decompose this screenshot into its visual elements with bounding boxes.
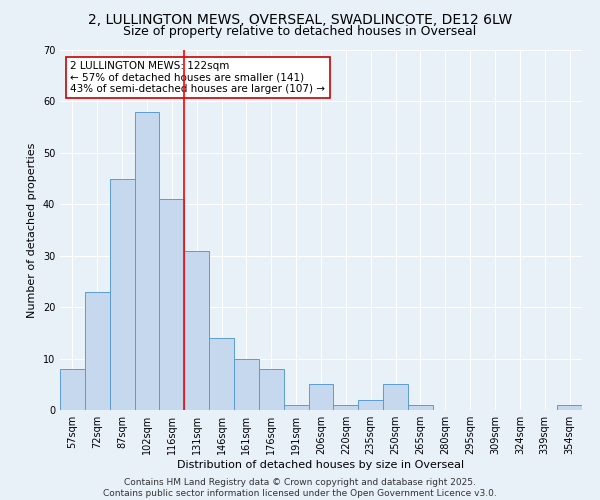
X-axis label: Distribution of detached houses by size in Overseal: Distribution of detached houses by size … xyxy=(178,460,464,470)
Bar xyxy=(234,358,259,410)
Bar xyxy=(60,369,85,410)
Bar xyxy=(383,384,408,410)
Y-axis label: Number of detached properties: Number of detached properties xyxy=(27,142,37,318)
Bar xyxy=(408,405,433,410)
Bar xyxy=(284,405,308,410)
Bar xyxy=(85,292,110,410)
Bar xyxy=(358,400,383,410)
Bar xyxy=(209,338,234,410)
Bar xyxy=(160,199,184,410)
Bar xyxy=(334,405,358,410)
Bar xyxy=(557,405,582,410)
Bar xyxy=(134,112,160,410)
Bar xyxy=(308,384,334,410)
Bar xyxy=(110,178,134,410)
Text: 2, LULLINGTON MEWS, OVERSEAL, SWADLINCOTE, DE12 6LW: 2, LULLINGTON MEWS, OVERSEAL, SWADLINCOT… xyxy=(88,12,512,26)
Text: Size of property relative to detached houses in Overseal: Size of property relative to detached ho… xyxy=(124,25,476,38)
Bar xyxy=(259,369,284,410)
Bar xyxy=(184,250,209,410)
Text: Contains HM Land Registry data © Crown copyright and database right 2025.
Contai: Contains HM Land Registry data © Crown c… xyxy=(103,478,497,498)
Text: 2 LULLINGTON MEWS: 122sqm
← 57% of detached houses are smaller (141)
43% of semi: 2 LULLINGTON MEWS: 122sqm ← 57% of detac… xyxy=(70,61,325,94)
